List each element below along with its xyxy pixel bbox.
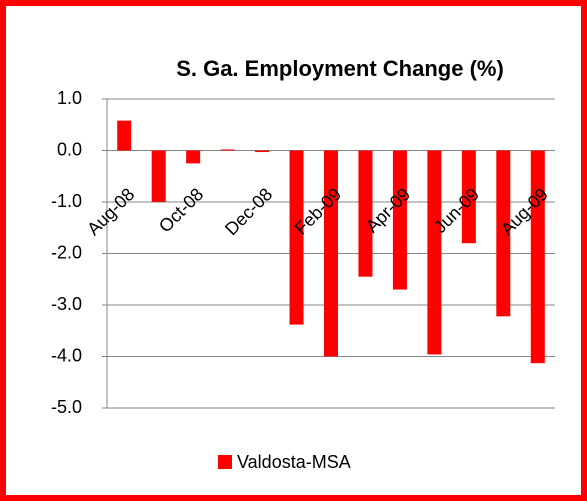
- bar: [461, 150, 476, 244]
- bar: [151, 150, 166, 202]
- bar: [186, 150, 201, 164]
- y-tick-label: -3.0: [51, 294, 82, 314]
- bar: [324, 150, 338, 357]
- y-tick-label: 0.0: [57, 139, 82, 159]
- bar: [255, 150, 270, 153]
- bar: [496, 150, 511, 317]
- bar: [392, 150, 407, 290]
- legend-swatch: [218, 455, 232, 469]
- y-tick-label: -2.0: [51, 242, 82, 262]
- bar: [427, 150, 442, 355]
- bar: [530, 150, 545, 364]
- y-tick-label: -4.0: [51, 345, 82, 365]
- y-tick-label: -5.0: [51, 397, 82, 417]
- y-tick-label: 1.0: [57, 88, 82, 108]
- bar: [117, 120, 132, 151]
- legend-label: Valdosta-MSA: [237, 452, 351, 472]
- bar: [289, 150, 304, 325]
- bar: [220, 149, 235, 151]
- chart-title: S. Ga. Employment Change (%): [176, 56, 504, 81]
- bar: [358, 150, 373, 277]
- y-tick-label: -1.0: [51, 191, 82, 211]
